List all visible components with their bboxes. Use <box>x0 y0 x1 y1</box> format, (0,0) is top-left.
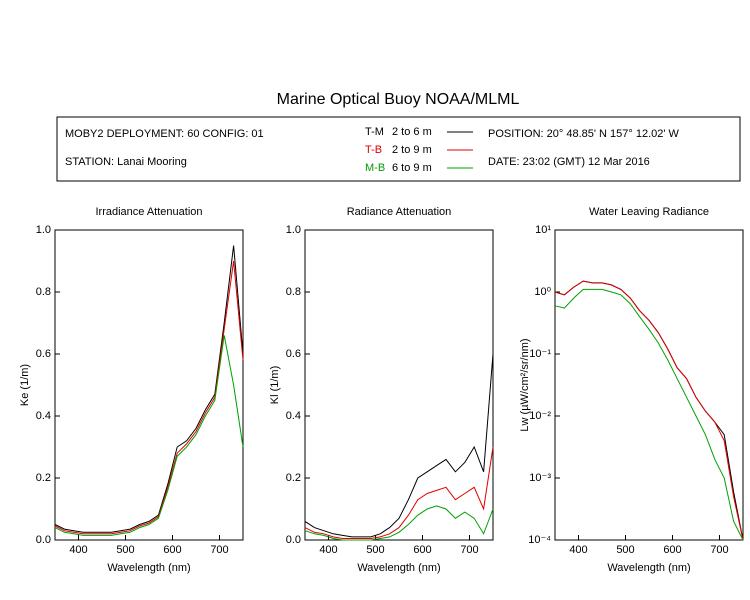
y-tick-label: 0.0 <box>36 534 51 546</box>
x-tick-label: 700 <box>460 544 478 556</box>
legend-range: 2 to 6 m <box>392 126 432 138</box>
y-tick-label: 0.0 <box>286 534 301 546</box>
y-tick-label: 10⁻⁴ <box>528 534 551 546</box>
y-tick-label: 0.4 <box>36 410 51 422</box>
y-tick-label: 0.4 <box>286 410 301 422</box>
x-tick-label: 500 <box>366 544 384 556</box>
x-tick-label: 500 <box>116 544 134 556</box>
info-box <box>56 116 741 182</box>
x-tick-label: 500 <box>616 544 634 556</box>
legend-range: 6 to 9 m <box>392 162 432 174</box>
legend-name: T-B <box>365 144 382 156</box>
y-tick-label: 1.0 <box>286 224 301 236</box>
x-axis-label: Wavelength (nm) <box>607 562 690 574</box>
legend-name: T-M <box>365 126 384 138</box>
x-tick-label: 400 <box>319 544 337 556</box>
plot-frame <box>304 229 494 541</box>
y-tick-label: 10¹ <box>535 224 551 236</box>
x-tick-label: 700 <box>210 544 228 556</box>
legend-name: M-B <box>365 162 385 174</box>
x-axis-label: Wavelength (nm) <box>357 562 440 574</box>
position: POSITION: 20° 48.85' N 157° 12.02' W <box>488 128 680 140</box>
y-tick-label: 10⁻¹ <box>529 348 551 360</box>
y-tick-label: 0.6 <box>36 348 51 360</box>
series-line <box>304 505 494 541</box>
series-line <box>304 353 494 538</box>
deployment: MOBY2 DEPLOYMENT: 60 CONFIG: 01 <box>65 128 264 140</box>
y-axis-label: Ke (1/m) <box>19 364 31 406</box>
x-tick-label: 400 <box>569 544 587 556</box>
y-tick-label: 1.0 <box>36 224 51 236</box>
series-line <box>54 245 244 533</box>
series-line <box>554 288 744 541</box>
x-tick-label: 600 <box>163 544 181 556</box>
x-tick-label: 700 <box>710 544 728 556</box>
series-line <box>554 280 744 541</box>
series-line <box>54 260 244 535</box>
plot-frame <box>54 229 244 541</box>
y-tick-label: 10⁻² <box>529 410 551 422</box>
y-tick-label: 0.8 <box>286 286 301 298</box>
y-tick-label: 0.6 <box>286 348 301 360</box>
x-tick-label: 600 <box>663 544 681 556</box>
y-axis-label: Kl (1/m) <box>269 366 281 405</box>
y-tick-label: 10⁻³ <box>529 472 551 484</box>
y-tick-label: 10⁰ <box>534 286 551 298</box>
chart-title: Radiance Attenuation <box>347 206 452 218</box>
chart-title: Irradiance Attenuation <box>95 206 202 218</box>
series-line <box>54 335 244 536</box>
x-axis-label: Wavelength (nm) <box>107 562 190 574</box>
plot-frame <box>554 229 744 541</box>
chart-title: Water Leaving Radiance <box>589 206 709 218</box>
y-tick-label: 0.2 <box>36 472 51 484</box>
y-tick-label: 0.8 <box>36 286 51 298</box>
station: STATION: Lanai Mooring <box>65 156 187 168</box>
legend-range: 2 to 9 m <box>392 144 432 156</box>
y-axis-label: Lw (µW/cm²/sr/nm) <box>519 338 531 431</box>
page-title: Marine Optical Buoy NOAA/MLML <box>277 91 520 108</box>
series-line <box>304 446 494 539</box>
x-tick-label: 400 <box>69 544 87 556</box>
y-tick-label: 0.2 <box>286 472 301 484</box>
date: DATE: 23:02 (GMT) 12 Mar 2016 <box>488 156 650 168</box>
x-tick-label: 600 <box>413 544 431 556</box>
